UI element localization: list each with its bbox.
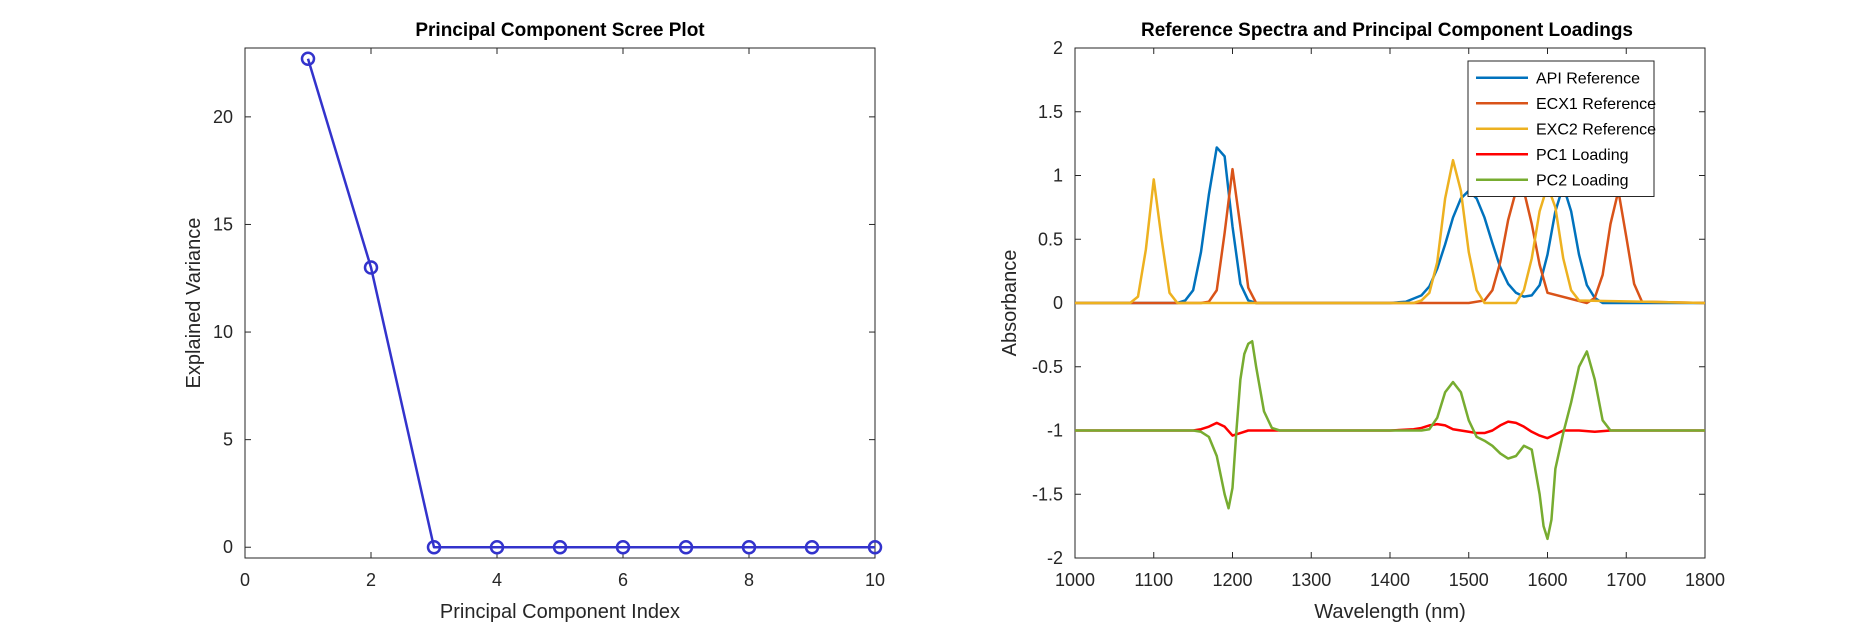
scree-x-tick-label: 4 <box>492 570 502 590</box>
spectra-x-tick-label: 1500 <box>1449 570 1489 590</box>
spectra-x-tick-label: 1400 <box>1370 570 1410 590</box>
spectra-y-tick-label: -1.5 <box>1032 484 1063 504</box>
scree-y-ticks: 0 5 10 15 20 <box>213 107 875 557</box>
spectra-y-tick-label: -2 <box>1047 548 1063 568</box>
scree-y-tick-label: 10 <box>213 322 233 342</box>
scree-y-tick-label: 5 <box>223 430 233 450</box>
spectra-legend: API Reference ECX1 Reference EXC2 Referenc… <box>1467 60 1656 197</box>
scree-x-tick-label: 6 <box>618 570 628 590</box>
scree-data-point <box>804 539 820 555</box>
spectra-y-tick-label: 1 <box>1053 166 1063 186</box>
scree-data-point <box>363 260 379 275</box>
scree-y-tick-label: 0 <box>223 537 233 557</box>
spectra-x-tick-label: 1800 <box>1685 570 1725 590</box>
scree-data-point <box>678 539 694 555</box>
scree-data-point <box>426 539 442 555</box>
scree-x-tick-label: 0 <box>240 570 250 590</box>
legend-entry-label: API Reference <box>1536 70 1640 87</box>
spectra-x-tick-label: 1700 <box>1606 570 1646 590</box>
scree-x-tick-label: 10 <box>865 570 885 590</box>
spectra-x-tick-label: 1200 <box>1212 570 1252 590</box>
spectra-y-tick-label: 1.5 <box>1038 102 1063 122</box>
scree-plot-axes-box <box>244 47 876 559</box>
scree-x-ticks: 0 2 4 6 8 10 <box>240 48 885 590</box>
spectra-plot-panel: Reference Spectra and Principal Componen… <box>999 20 1725 623</box>
spectra-x-axis-label: Wavelength (nm) <box>1314 601 1466 623</box>
scree-series <box>300 51 883 555</box>
spectra-y-tick-label: -1 <box>1047 421 1063 441</box>
legend-entry-label: ECX1 Reference <box>1536 96 1656 113</box>
legend-entry-label: PC2 Loading <box>1536 172 1629 189</box>
spectra-y-tick-label: 2 <box>1053 38 1063 58</box>
spectra-x-tick-label: 1100 <box>1134 570 1173 590</box>
spectra-x-tick-label: 1300 <box>1291 570 1331 590</box>
spectra-y-ticks: -2 -1.5 -1 -0.5 0 0.5 1 1.5 2 <box>1032 38 1705 568</box>
spectra-x-tick-label: 1600 <box>1527 570 1567 590</box>
spectra-y-axis-label: Absorbance <box>999 250 1021 357</box>
legend-entry-label: EXC2 Reference <box>1536 121 1656 138</box>
scree-x-axis-label: Principal Component Index <box>440 601 680 623</box>
spectra-y-tick-label: 0 <box>1053 293 1063 313</box>
scree-series-line-0 <box>306 58 875 549</box>
spectra-series-line-1 <box>1075 167 1706 305</box>
scree-y-tick-label: 20 <box>213 107 233 127</box>
scree-x-tick-label: 8 <box>744 570 754 590</box>
spectra-series-line-4 <box>1075 340 1705 541</box>
scree-y-tick-label: 15 <box>213 214 233 234</box>
spectra-plot-title: Reference Spectra and Principal Componen… <box>1141 20 1633 41</box>
scree-y-axis-label: Explained Variance <box>183 218 205 389</box>
scree-plot-panel: Principal Component Scree Plot 0 2 4 6 8 10 0… <box>183 20 885 623</box>
scree-data-point <box>615 539 631 555</box>
scree-data-point <box>489 539 505 555</box>
legend-entry-label: PC1 Loading <box>1536 147 1629 164</box>
scree-data-point <box>741 539 757 555</box>
spectra-x-tick-label: 1000 <box>1055 570 1095 590</box>
spectra-x-ticks: 1000 1100 1200 1300 1400 1500 1600 1700 1800 <box>1055 48 1725 590</box>
spectra-y-tick-label: -0.5 <box>1032 357 1063 377</box>
scree-data-point <box>867 539 883 555</box>
scree-x-tick-label: 2 <box>366 570 376 590</box>
scree-data-point <box>300 51 316 67</box>
scree-data-point <box>552 539 568 555</box>
scree-plot-title: Principal Component Scree Plot <box>415 20 705 41</box>
spectra-y-tick-label: 0.5 <box>1038 229 1063 249</box>
